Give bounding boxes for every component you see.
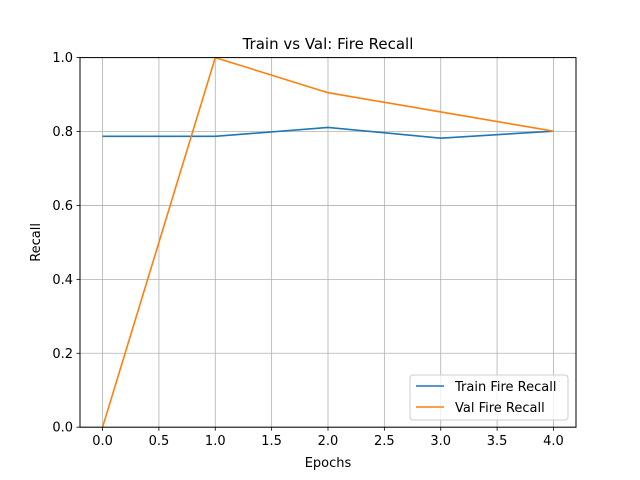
y-tick-label: 0.0 — [52, 421, 73, 436]
legend-label: Train Fire Recall — [454, 380, 556, 395]
x-tick-label: 1.0 — [205, 434, 226, 449]
x-tick-label: 2.0 — [318, 434, 339, 449]
y-axis-label: Recall — [29, 223, 44, 262]
x-tick-label: 2.5 — [374, 434, 395, 449]
legend: Train Fire Recall Val Fire Recall — [409, 374, 569, 421]
x-tick-label: 3.5 — [487, 434, 508, 449]
series-lines — [101, 56, 554, 428]
y-tick-label: 0.4 — [52, 273, 73, 288]
x-tick-label: 1.5 — [261, 434, 282, 449]
x-tick-label: 4.0 — [543, 434, 564, 449]
x-axis-label: Epochs — [305, 456, 352, 471]
x-tick-label: 3.0 — [430, 434, 451, 449]
legend-label: Val Fire Recall — [455, 401, 545, 416]
x-tick-label: 0.5 — [149, 434, 170, 449]
y-tick-label: 0.8 — [52, 125, 73, 140]
y-tick-label: 1.0 — [52, 51, 73, 66]
x-tick-label: 0.0 — [92, 434, 113, 449]
x-axis-ticks: 0.0 0.5 1.0 1.5 2.0 2.5 3.0 3.5 4.0 — [92, 427, 564, 449]
chart-title: Train vs Val: Fire Recall — [242, 35, 414, 53]
series-line-val — [101, 56, 554, 428]
y-tick-label: 0.2 — [52, 347, 73, 362]
y-tick-label: 0.6 — [52, 199, 73, 214]
y-axis-ticks: 0.0 0.2 0.4 0.6 0.8 1.0 — [52, 51, 80, 436]
legend-box — [409, 374, 569, 421]
series-line-train — [102, 126, 554, 139]
